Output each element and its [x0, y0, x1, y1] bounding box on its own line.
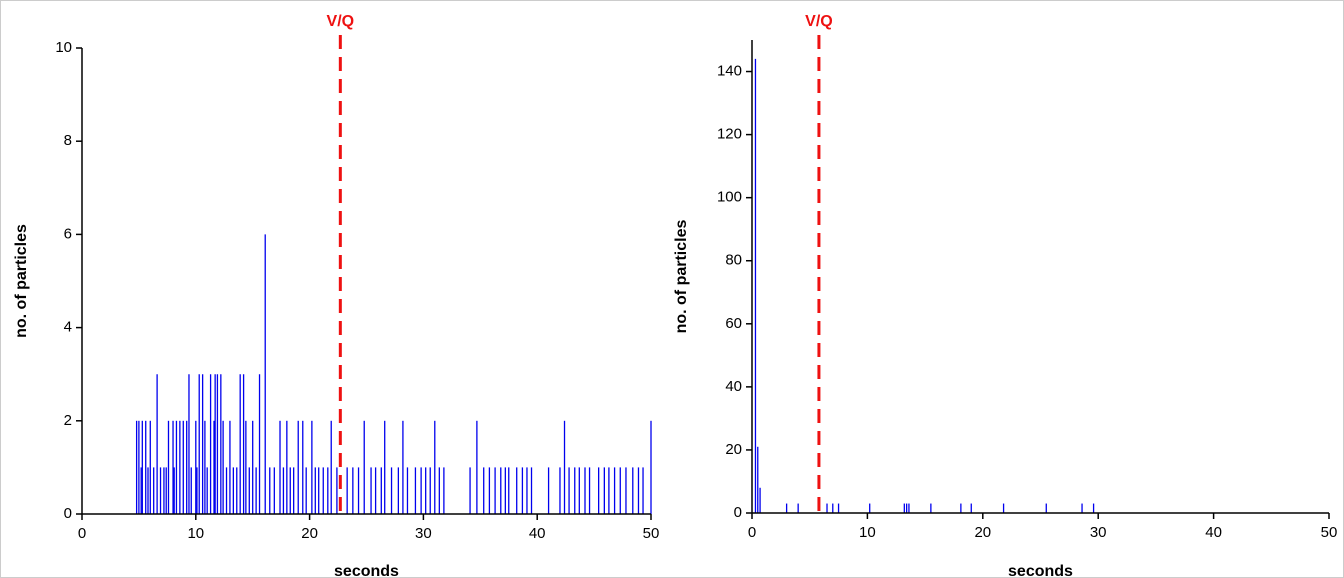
vq-label: V/Q [805, 13, 833, 30]
vq-label: V/Q [327, 13, 355, 30]
y-tick-label: 120 [717, 126, 742, 143]
y-tick-label: 140 [717, 63, 742, 80]
y-tick-label: 40 [725, 378, 742, 395]
x-tick-label: 30 [415, 525, 432, 542]
x-axis-label: seconds [1008, 563, 1073, 578]
y-tick-label: 2 [64, 412, 72, 429]
y-axis-label: no. of particles [13, 224, 30, 338]
y-tick-label: 10 [55, 39, 72, 56]
y-tick-label: 80 [725, 252, 742, 269]
x-tick-label: 10 [859, 524, 876, 541]
y-axis-label: no. of particles [673, 220, 690, 334]
y-tick-label: 4 [64, 319, 72, 336]
x-tick-label: 40 [1205, 524, 1222, 541]
x-tick-label: 50 [1321, 524, 1338, 541]
x-tick-label: 50 [643, 525, 660, 542]
x-axis-label: seconds [334, 563, 399, 578]
x-tick-label: 10 [187, 525, 204, 542]
x-tick-label: 0 [748, 524, 756, 541]
x-tick-label: 0 [78, 525, 86, 542]
y-tick-label: 8 [64, 132, 72, 149]
y-tick-label: 6 [64, 225, 72, 242]
x-tick-label: 30 [1090, 524, 1107, 541]
x-tick-label: 40 [529, 525, 546, 542]
y-tick-label: 0 [734, 504, 742, 521]
y-tick-label: 60 [725, 315, 742, 332]
y-tick-label: 100 [717, 189, 742, 206]
x-tick-label: 20 [974, 524, 991, 541]
y-tick-label: 0 [64, 505, 72, 522]
y-tick-label: 20 [725, 441, 742, 458]
x-tick-label: 20 [301, 525, 318, 542]
